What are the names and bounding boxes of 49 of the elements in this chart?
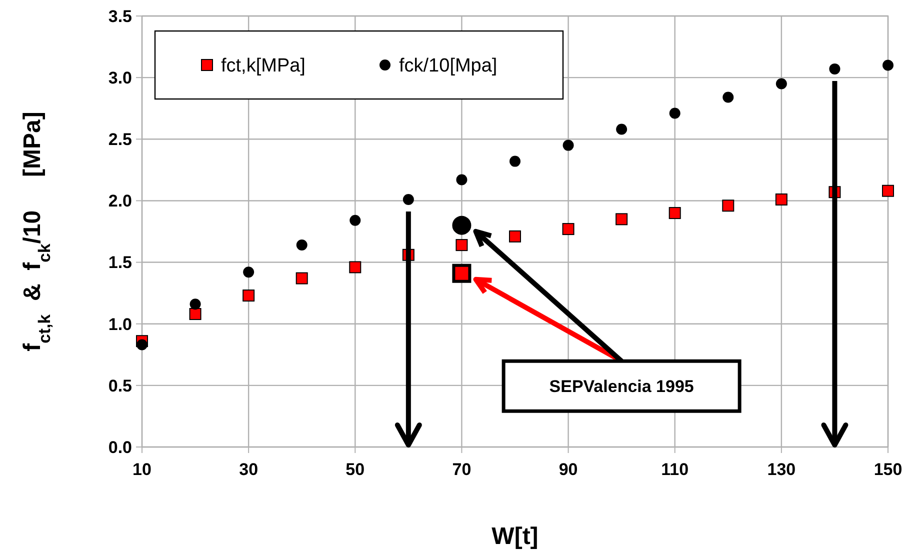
y-tick-label: 2.0 bbox=[108, 192, 132, 211]
x-tick-label: 130 bbox=[767, 460, 796, 479]
point bbox=[510, 156, 520, 167]
point bbox=[882, 60, 894, 71]
point bbox=[775, 193, 788, 206]
legend-label: fct,k[MPa] bbox=[221, 56, 306, 77]
y-tick-label: 1.0 bbox=[108, 314, 132, 334]
point bbox=[189, 308, 202, 320]
point bbox=[882, 184, 894, 197]
point bbox=[669, 108, 680, 119]
x-axis-title: W[t] bbox=[492, 523, 538, 550]
point bbox=[509, 230, 521, 242]
point bbox=[722, 200, 734, 212]
point bbox=[242, 290, 255, 302]
point bbox=[616, 213, 628, 226]
x-tick-label: 70 bbox=[452, 460, 472, 479]
point bbox=[452, 216, 472, 235]
y-tick-label: 3.5 bbox=[108, 6, 132, 26]
y-tick-label: 2.5 bbox=[108, 130, 132, 150]
annotation: SEPValencia 1995 bbox=[549, 377, 694, 396]
point bbox=[452, 264, 472, 283]
point bbox=[668, 207, 681, 220]
point bbox=[562, 140, 574, 151]
point bbox=[456, 174, 468, 186]
point bbox=[136, 339, 148, 350]
x-tick-label: 10 bbox=[132, 460, 152, 479]
point bbox=[243, 266, 254, 278]
x-tick-label: 30 bbox=[239, 460, 258, 479]
point bbox=[402, 194, 414, 205]
point bbox=[776, 78, 787, 90]
point bbox=[722, 92, 734, 103]
point bbox=[829, 63, 840, 74]
x-tick-label: 50 bbox=[346, 460, 365, 479]
y-tick-label: 1.5 bbox=[108, 253, 132, 272]
x-tick-label: 150 bbox=[874, 460, 902, 479]
point bbox=[562, 223, 574, 236]
point bbox=[350, 214, 361, 226]
y-tick-label: 0.0 bbox=[108, 438, 132, 457]
point bbox=[616, 124, 628, 135]
point bbox=[456, 239, 468, 252]
point bbox=[190, 298, 201, 310]
x-tick-label: 110 bbox=[661, 460, 689, 479]
y-tick-label: 0.5 bbox=[108, 376, 132, 396]
point bbox=[296, 272, 308, 284]
x-tick-label: 90 bbox=[558, 460, 578, 479]
legend-label: fck/10[Mpa] bbox=[399, 56, 498, 77]
point bbox=[349, 261, 362, 274]
point bbox=[296, 240, 308, 251]
y-tick-label: 3.0 bbox=[108, 68, 132, 88]
